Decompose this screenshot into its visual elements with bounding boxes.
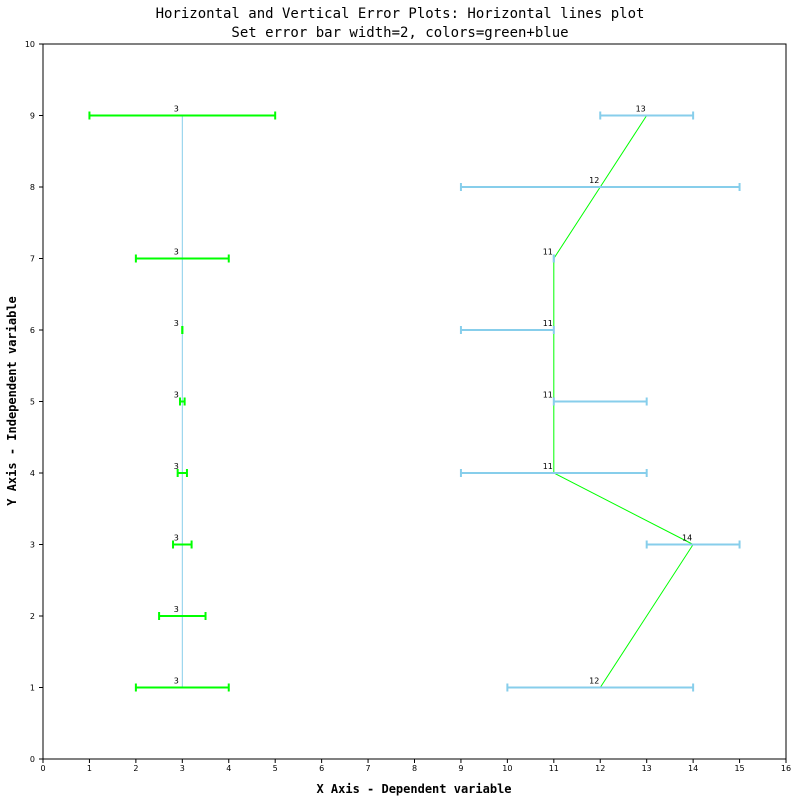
y-tick-label: 0 [30, 755, 35, 764]
data-label: 11 [543, 391, 553, 400]
y-tick-label: 7 [30, 255, 35, 264]
x-tick-label: 2 [133, 764, 138, 773]
data-label: 3 [174, 105, 179, 114]
y-tick-label: 3 [30, 541, 35, 550]
plot-area [42, 43, 787, 760]
x-tick-label: 13 [642, 764, 652, 773]
data-label: 3 [174, 319, 179, 328]
x-tick-label: 3 [180, 764, 185, 773]
x-tick-label: 15 [734, 764, 744, 773]
chart-title: Horizontal and Vertical Error Plots: Hor… [156, 6, 645, 22]
x-tick-label: 16 [781, 764, 791, 773]
chart-subtitle: Set error bar width=2, colors=green+blue [231, 25, 568, 41]
data-label: 3 [174, 248, 179, 257]
y-tick-label: 8 [30, 183, 35, 192]
y-tick-label: 4 [30, 469, 35, 478]
series-layer: 3 3 3 3 3 3 3 3 12 14 11 11 11 11 12 13 [88, 105, 741, 692]
data-label: 3 [174, 462, 179, 471]
y-tick-label: 9 [30, 112, 35, 121]
x-tick-label: 9 [458, 764, 463, 773]
x-tick-label: 5 [273, 764, 278, 773]
data-label: 3 [174, 605, 179, 614]
plot-frame [42, 43, 787, 760]
y-tick-label: 2 [30, 612, 35, 621]
data-label: 13 [636, 105, 646, 114]
data-label: 11 [543, 319, 553, 328]
x-tick-label: 11 [549, 764, 559, 773]
data-label: 3 [174, 677, 179, 686]
data-label: 11 [543, 462, 553, 471]
x-tick-label: 14 [688, 764, 698, 773]
data-label: 12 [589, 677, 599, 686]
series-2: 12 14 11 11 11 11 12 13 [459, 105, 741, 692]
x-tick-label: 7 [366, 764, 371, 773]
series-line [553, 115, 694, 688]
data-label: 12 [589, 176, 599, 185]
x-axis-label: X Axis - Dependent variable [316, 782, 511, 796]
x-tick-label: 12 [595, 764, 605, 773]
y-tick-label: 5 [30, 398, 35, 407]
y-tick-label: 6 [30, 326, 35, 335]
data-label: 3 [174, 391, 179, 400]
x-tick-label: 4 [226, 764, 231, 773]
y-tick-label: 10 [25, 40, 35, 49]
data-label: 3 [174, 534, 179, 543]
data-label: 14 [682, 534, 692, 543]
series-1: 3 3 3 3 3 3 3 3 [88, 105, 277, 692]
x-tick-label: 8 [412, 764, 417, 773]
data-label: 11 [543, 248, 553, 257]
x-tick-label: 6 [319, 764, 324, 773]
x-tick-label: 10 [502, 764, 512, 773]
x-tick-label: 1 [87, 764, 92, 773]
y-axis-label: Y Axis - Independent variable [5, 296, 19, 506]
x-tick-label: 0 [40, 764, 45, 773]
y-tick-label: 1 [30, 684, 35, 693]
